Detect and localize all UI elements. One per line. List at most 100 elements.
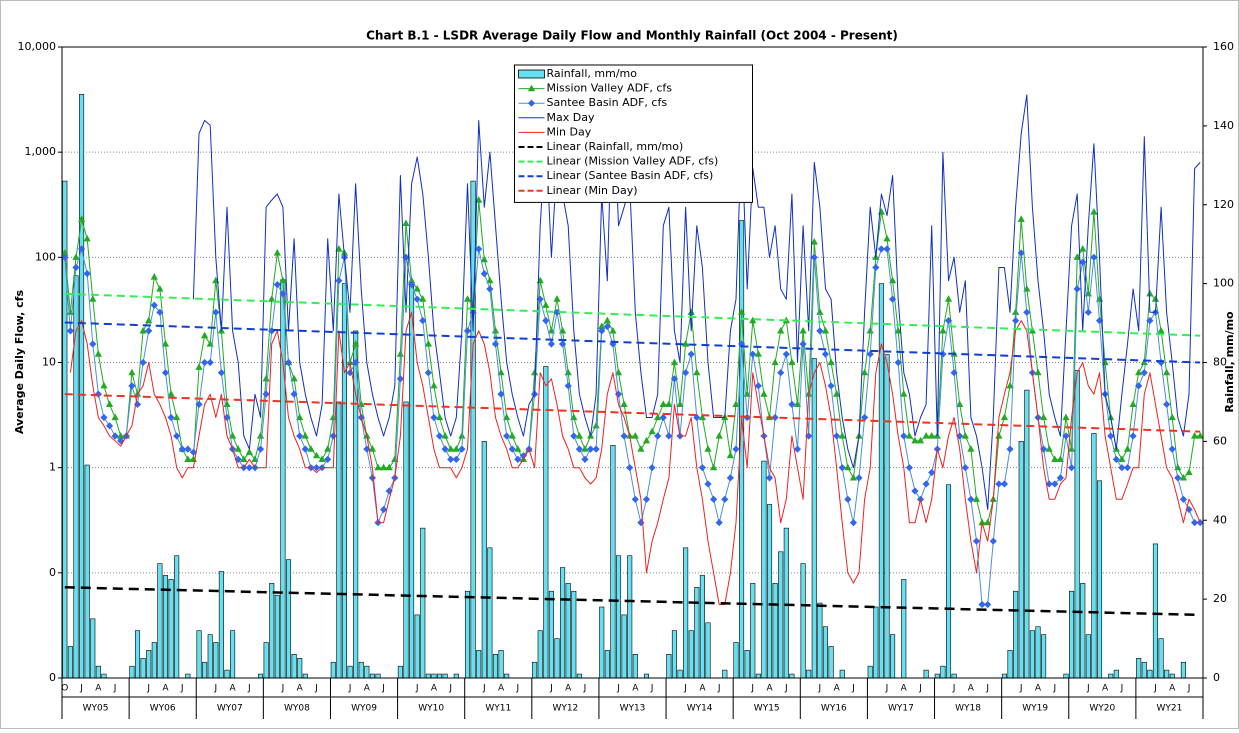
x-tick-label: A [431, 684, 438, 694]
marker [1062, 432, 1070, 440]
marker [318, 455, 326, 462]
bar [1096, 480, 1103, 679]
marker [1135, 382, 1143, 390]
marker [754, 382, 762, 390]
marker [659, 413, 667, 422]
marker [407, 281, 416, 289]
x-tick-label: J [683, 684, 687, 694]
marker [1067, 445, 1076, 452]
bar [476, 650, 482, 679]
marker [956, 400, 964, 407]
marker [1084, 308, 1092, 316]
marker [995, 432, 1003, 439]
marker [1168, 413, 1176, 421]
marker [928, 468, 936, 477]
marker [139, 326, 147, 334]
bar [442, 673, 448, 679]
legend-marker [527, 99, 536, 107]
marker [793, 400, 802, 407]
marker [760, 390, 768, 397]
marker [1079, 245, 1087, 252]
marker [150, 273, 158, 280]
bar [369, 673, 375, 679]
marker [838, 464, 846, 472]
marker [77, 215, 86, 222]
marker [346, 358, 354, 366]
bar [688, 630, 694, 679]
y-axis-title: Average Daily Flow, cfs [13, 290, 26, 434]
bar [403, 401, 409, 679]
marker [564, 382, 572, 390]
bar [420, 527, 426, 679]
marker [894, 358, 902, 367]
marker [514, 455, 522, 463]
marker [452, 455, 460, 463]
marker [670, 375, 679, 383]
marker [984, 600, 992, 609]
marker [771, 358, 779, 366]
marker [1045, 445, 1053, 452]
x-tick-label: J [985, 684, 989, 694]
bar [1180, 661, 1186, 679]
marker [1073, 285, 1081, 293]
marker [732, 445, 740, 453]
marker [380, 463, 388, 471]
bar [604, 650, 610, 679]
marker [553, 308, 561, 316]
legend-label: Santee Basin ADF, cfs [547, 96, 668, 109]
bar [822, 626, 829, 679]
bar [761, 460, 767, 679]
bar [481, 441, 487, 679]
bar [671, 630, 677, 679]
marker [396, 375, 404, 383]
marker [911, 436, 919, 444]
marker [1034, 368, 1042, 376]
x-tick-label: A [766, 684, 773, 694]
marker [234, 445, 242, 452]
y2-tick-label: 160 [1213, 40, 1234, 53]
marker [279, 276, 287, 284]
bar [464, 590, 471, 679]
marker [279, 290, 287, 298]
bar [297, 657, 303, 679]
marker [777, 369, 785, 377]
marker [508, 432, 516, 439]
bar [537, 630, 543, 679]
x-tick-label: J [113, 684, 117, 694]
y2-tick-label: 40 [1213, 513, 1227, 526]
group-label: WY13 [620, 704, 646, 714]
marker [654, 413, 662, 421]
marker [838, 432, 846, 439]
bar [554, 638, 560, 679]
marker [598, 327, 606, 335]
marker [989, 537, 997, 545]
marker [83, 234, 91, 242]
group-label: WY11 [485, 704, 511, 714]
marker [173, 413, 181, 421]
marker [458, 432, 466, 439]
bar [1074, 370, 1080, 679]
marker [77, 245, 86, 253]
bar [806, 669, 812, 679]
marker [984, 518, 992, 526]
marker [665, 432, 673, 440]
marker [89, 295, 97, 302]
x-tick-label: J [851, 684, 855, 694]
marker [654, 432, 662, 440]
x-tick-label: J [213, 684, 217, 694]
marker [419, 317, 427, 325]
bar [750, 583, 756, 679]
trendline [64, 586, 1201, 617]
marker [1017, 249, 1025, 257]
marker [296, 432, 304, 440]
marker [1067, 464, 1076, 472]
marker [726, 451, 734, 459]
y-tick-label: 0 [49, 671, 56, 684]
bar [699, 575, 705, 679]
marker [1135, 368, 1143, 376]
bar [744, 650, 750, 679]
marker [1179, 495, 1188, 503]
marker [161, 369, 170, 377]
bar [766, 504, 773, 679]
group-label: WY08 [284, 704, 310, 714]
